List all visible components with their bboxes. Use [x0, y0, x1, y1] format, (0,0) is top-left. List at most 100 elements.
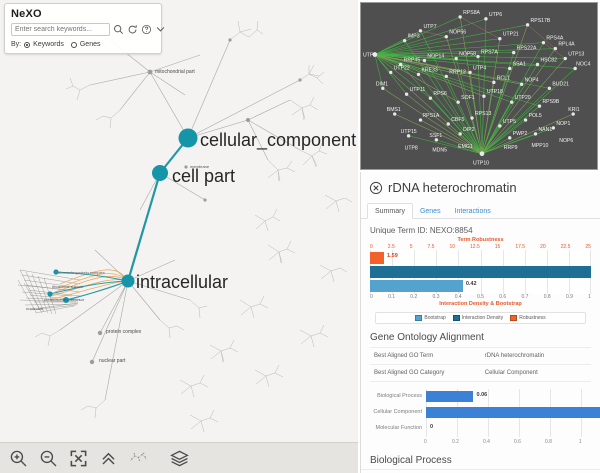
- svg-text:SSF1: SSF1: [429, 133, 442, 139]
- bar-value-bootstrap: 0.42: [465, 281, 477, 287]
- svg-text:RPS1A: RPS1A: [422, 113, 439, 119]
- svg-text:NOC4: NOC4: [576, 61, 590, 67]
- search-panel[interactable]: NeXO By: Keywords: [4, 3, 165, 54]
- go-cat-label: Cellular Component: [373, 409, 422, 415]
- bot-tick: 0.9: [565, 294, 573, 300]
- top-tick: 2.5: [387, 244, 395, 250]
- node-intracellular: [121, 274, 135, 288]
- node-cellular-component: [178, 128, 198, 148]
- page-title: rDNA heterochromatin: [388, 180, 517, 195]
- bot-tick: 0.3: [432, 294, 440, 300]
- svg-text:DIP2: DIP2: [463, 127, 475, 133]
- detail-tabs: Summary Genes Interactions: [361, 203, 600, 219]
- go-key: Best Aligned GO Term: [374, 353, 434, 359]
- go-cat-label: Molecular Function: [375, 425, 422, 431]
- collapse-all-icon[interactable]: [99, 449, 118, 468]
- svg-text:RPS6: RPS6: [433, 91, 447, 97]
- go-value: Cellular Component: [484, 370, 538, 376]
- robustness-chart-top-title: Term Robustness: [457, 237, 504, 243]
- svg-text:UTP6: UTP6: [489, 12, 502, 18]
- svg-text:MDN5: MDN5: [432, 148, 447, 154]
- svg-text:UTP5: UTP5: [503, 119, 516, 125]
- zoom-in-icon[interactable]: [9, 449, 28, 468]
- svg-text:RRP45: RRP45: [404, 58, 421, 64]
- svg-text:UTP21: UTP21: [503, 32, 519, 38]
- fit-to-screen-icon[interactable]: [69, 449, 88, 468]
- close-circle-icon[interactable]: [369, 181, 383, 195]
- top-tick: 7.5: [427, 244, 435, 250]
- tree-toolbar: [0, 442, 358, 473]
- svg-text:RPS17B: RPS17B: [531, 18, 551, 24]
- legend-item-interaction-density: Interaction Density: [452, 315, 503, 321]
- go-tick: 0.8: [545, 439, 552, 445]
- tab-summary[interactable]: Summary: [367, 203, 413, 219]
- bot-tick: 0: [370, 294, 373, 300]
- tab-genes[interactable]: Genes: [419, 208, 441, 215]
- help-icon[interactable]: [141, 24, 152, 35]
- go-bar-cellular-component: [426, 407, 600, 418]
- tree-canvas[interactable]: [0, 0, 358, 473]
- bot-tick: 1: [588, 294, 591, 300]
- top-tick: 5: [409, 244, 413, 250]
- refresh-icon[interactable]: [127, 24, 138, 35]
- ontology-tree-view[interactable]: cellular_component cell part intracellul…: [0, 0, 358, 473]
- go-tick: 0.2: [452, 439, 459, 445]
- svg-text:NAN1: NAN1: [538, 127, 552, 133]
- robustness-bottom-axis: 0 0.1 0.2 0.3 0.4 0.5 0.6 0.7 0.8 0.9 1: [370, 294, 591, 300]
- bot-tick: 0.6: [499, 294, 507, 300]
- svg-text:UTP9: UTP9: [363, 53, 376, 59]
- svg-text:RPS22A: RPS22A: [517, 46, 537, 52]
- bot-tick: 0.4: [454, 294, 462, 300]
- bot-tick: 0.1: [388, 294, 396, 300]
- search-filter-row: By: Keywords Genes: [11, 41, 155, 48]
- legend-label-bootstrap: Bootstrap: [424, 315, 446, 321]
- svg-text:SSA1: SSA1: [513, 61, 526, 67]
- go-table: Best Aligned GO Term rDNA heterochromati…: [370, 347, 591, 382]
- svg-text:UTP15: UTP15: [401, 129, 417, 135]
- top-tick: 0: [370, 244, 373, 250]
- robustness-top-axis: 0 2.5 5 7.5 10 12.5 15 17.5 20 22.5 25: [370, 244, 591, 250]
- legend-item-robustness: Robustness: [510, 315, 546, 321]
- detail-header: rDNA heterochromatin: [361, 172, 600, 199]
- table-row: Best Aligned GO Category Cellular Compon…: [370, 365, 591, 382]
- top-tick: 15: [494, 244, 501, 250]
- robustness-plot-area: 1.59 0.42: [370, 250, 592, 294]
- term-detail-panel: rDNA heterochromatin Summary Genes Inter…: [360, 172, 600, 473]
- zoom-out-icon[interactable]: [39, 449, 58, 468]
- radio-genes[interactable]: [70, 41, 77, 48]
- unique-term-id: Unique Term ID: NEXO:8854: [370, 226, 473, 235]
- tab-interactions[interactable]: Interactions: [454, 208, 491, 215]
- radio-genes-label: Genes: [79, 41, 101, 48]
- bar-robustness: [370, 252, 385, 264]
- svg-text:NOP1: NOP1: [556, 121, 570, 127]
- search-icon[interactable]: [113, 24, 124, 35]
- layers-icon[interactable]: [170, 449, 189, 468]
- network-thumbnail-icon[interactable]: [129, 448, 163, 468]
- go-cat-label: Biological Process: [377, 393, 422, 399]
- svg-text:UTP18: UTP18: [487, 89, 503, 95]
- radio-keywords[interactable]: [24, 41, 31, 48]
- go-section-title: Gene Ontology Alignment: [370, 332, 484, 343]
- bot-tick: 0.8: [543, 294, 551, 300]
- svg-text:BUD21: BUD21: [552, 81, 569, 87]
- app-title: NeXO: [11, 8, 42, 20]
- chevron-down-icon[interactable]: [155, 24, 165, 35]
- gene-interaction-network[interactable]: RPS8A UTP6 UTP7 NOP56 UTP21 RPS17B IMP3 RPS22…: [360, 2, 598, 170]
- svg-text:UTP7: UTP7: [423, 24, 436, 30]
- search-input[interactable]: [11, 23, 110, 36]
- svg-text:KRE33: KRE33: [421, 67, 437, 73]
- go-bar-value: 0: [430, 424, 434, 430]
- network-canvas[interactable]: RPS8A UTP6 UTP7 NOP56 UTP21 RPS17B IMP3 RPS22…: [361, 3, 597, 170]
- bot-tick: 0.5: [477, 294, 484, 300]
- svg-text:RPS8A: RPS8A: [463, 10, 480, 16]
- svg-text:IMP3: IMP3: [408, 34, 420, 40]
- bot-tick: 0.2: [410, 294, 418, 300]
- legend-swatch-robustness: [510, 315, 518, 321]
- go-tick: 1: [579, 439, 582, 445]
- gene-ontology-alignment-section: Gene Ontology Alignment Best Aligned GO …: [361, 332, 600, 470]
- svg-text:UTP22: UTP22: [394, 65, 410, 71]
- table-row: Best Aligned GO Term rDNA heterochromati…: [370, 348, 591, 365]
- chart-legend: Bootstrap Interaction Density Robustness: [375, 312, 586, 324]
- svg-text:NOP6: NOP6: [559, 138, 573, 144]
